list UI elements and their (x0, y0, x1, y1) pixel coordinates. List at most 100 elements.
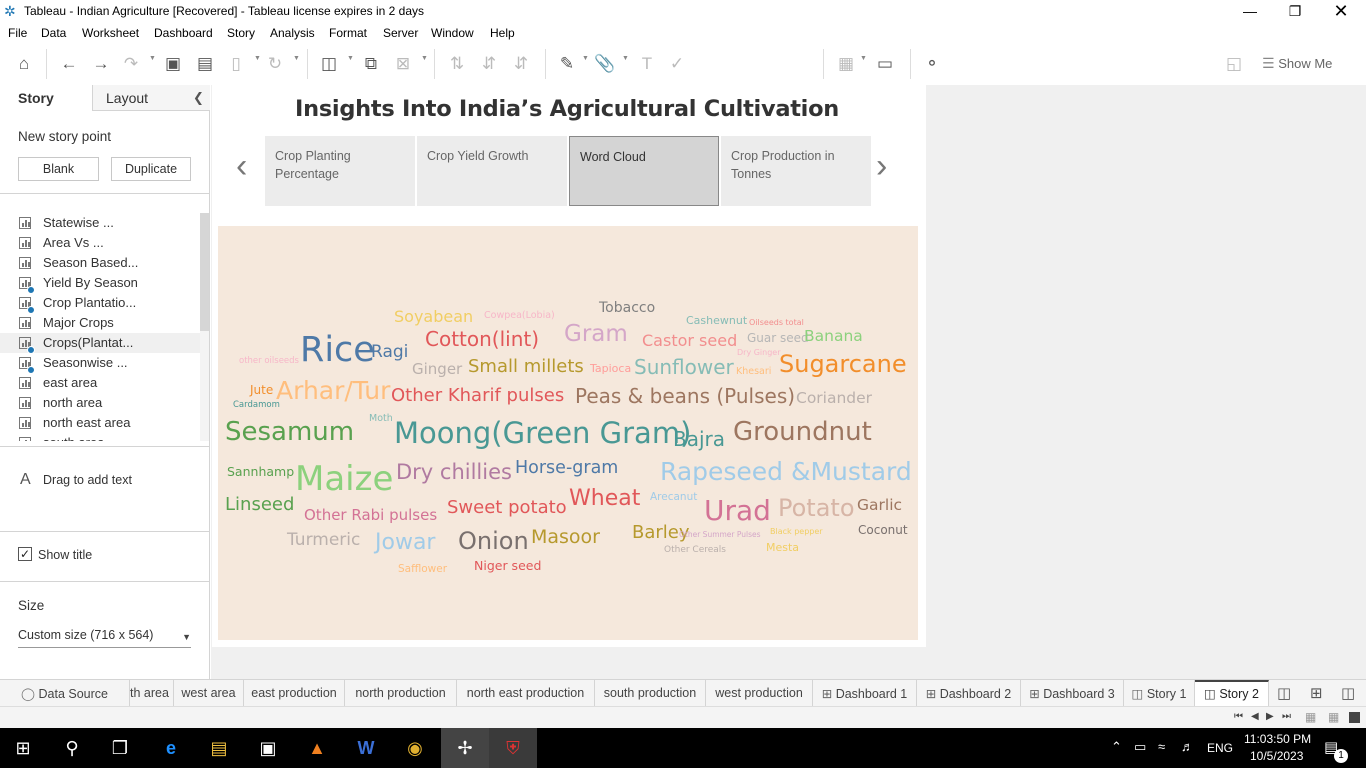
menu-server[interactable]: Server (383, 26, 419, 40)
word-cloud-word[interactable]: Onion (458, 527, 529, 555)
tab-dashboard-2[interactable]: ⊞ Dashboard 2 (917, 680, 1021, 706)
duplicate-sheet-icon[interactable]: ⧉ (364, 54, 378, 73)
format-painter-icon[interactable]: ◱ (1225, 54, 1243, 73)
task-view-icon[interactable]: ❐ (111, 738, 129, 758)
word-cloud-word[interactable]: Coriander (796, 389, 873, 407)
sheet-list-item[interactable]: Seasonwise ... (0, 353, 200, 374)
collapse-pane-icon[interactable]: ❮ (193, 90, 204, 105)
word-cloud-word[interactable]: Garlic (857, 496, 903, 514)
show-filmstrip-icon[interactable]: ▦ (1305, 710, 1317, 724)
store-icon[interactable]: ▣ (259, 738, 277, 758)
menu-dashboard[interactable]: Dashboard (154, 26, 213, 40)
word-cloud-word[interactable]: Other Cereals (664, 545, 726, 555)
redo-icon[interactable]: → (92, 54, 110, 73)
group-icon[interactable]: 📎 (594, 54, 616, 73)
tab-story-2[interactable]: ◫ Story 2 (1195, 680, 1269, 706)
word-cloud-word[interactable]: Bajra (673, 427, 726, 451)
show-cards-icon[interactable]: ▦ (837, 54, 855, 73)
clock-time[interactable]: 11:03:50 PM (1244, 732, 1312, 746)
word-cloud-word[interactable]: Other Kharif pulses (391, 385, 565, 406)
file-explorer-icon[interactable]: ▤ (210, 738, 228, 758)
refresh-icon[interactable]: ↻ (267, 54, 283, 73)
word-cloud-word[interactable]: Sugarcane (779, 350, 907, 378)
word-cloud-word[interactable]: Ragi (371, 342, 409, 362)
sort-ascending-icon[interactable]: ⇵ (481, 54, 497, 73)
menu-window[interactable]: Window (431, 26, 474, 40)
word-cloud-word[interactable]: Other Rabi pulses (304, 506, 438, 524)
battery-icon[interactable]: ▭ (1134, 739, 1147, 754)
story-point-2[interactable]: Crop Yield Growth (417, 136, 567, 206)
word-cloud-word[interactable]: Groundnut (733, 417, 872, 447)
sheet-list-item[interactable]: south area (0, 433, 200, 441)
word-cloud-word[interactable]: Maize (295, 459, 394, 499)
new-data-source-icon[interactable]: ▤ (196, 54, 214, 73)
story-point-1[interactable]: Crop Planting Percentage (265, 136, 415, 206)
menu-story[interactable]: Story (227, 26, 256, 40)
tab-north-production[interactable]: north production (345, 680, 457, 706)
presentation-mode-icon[interactable]: ▭ (876, 54, 894, 73)
word-cloud-word[interactable]: Turmeric (287, 530, 361, 550)
story-point-3[interactable]: Word Cloud (569, 136, 719, 206)
tab-north-east-production[interactable]: north east production (457, 680, 595, 706)
tab-data-source[interactable]: ◯ Data Source (0, 680, 130, 706)
app-taskbar-button[interactable]: ⛨ (489, 728, 537, 768)
minimize-button[interactable]: — (1243, 3, 1257, 19)
show-me-button[interactable]: ☰ Show Me (1262, 55, 1332, 72)
drag-to-add-text[interactable]: Drag to add text (43, 473, 132, 487)
previous-sheet-icon[interactable]: ◀ (1251, 711, 1259, 722)
word-cloud-word[interactable]: Oilseeds total (749, 318, 804, 327)
word-cloud-word[interactable]: Ginger (412, 360, 463, 378)
last-sheet-icon[interactable]: ⏭ (1282, 711, 1291, 722)
word-cloud-word[interactable]: Dry chillies (396, 460, 512, 484)
word-cloud-word[interactable]: Black pepper (770, 527, 823, 536)
tab-story[interactable]: Story (0, 85, 92, 111)
clear-sheet-icon[interactable]: ⊠ (395, 54, 411, 73)
restore-button[interactable]: ❐ (1288, 3, 1302, 19)
word-cloud-word[interactable]: Mesta (766, 541, 800, 554)
word-cloud-word[interactable]: Cotton(lint) (425, 327, 540, 351)
duplicate-button[interactable]: Duplicate (111, 157, 191, 181)
word-cloud-word[interactable]: Sannhamp (227, 464, 295, 479)
show-tabs-icon[interactable] (1349, 712, 1360, 723)
tab-layout[interactable]: Layout ❮ (92, 85, 210, 111)
language-indicator[interactable]: ENG (1207, 741, 1234, 755)
word-cloud-word[interactable]: Linseed (225, 494, 295, 515)
word-cloud-word[interactable]: Cowpea(Lobia) (484, 310, 555, 321)
next-story-point-icon[interactable]: › (876, 147, 888, 185)
word-cloud-word[interactable]: Cardamom (233, 400, 280, 410)
save-icon[interactable]: ▣ (164, 54, 182, 73)
new-story-tab-icon[interactable]: ◫ (1341, 685, 1356, 702)
search-icon[interactable]: ⚲ (65, 738, 79, 758)
show-title-checkbox[interactable]: ✓ (18, 547, 32, 561)
sheet-list-item[interactable]: Statewise ... (0, 213, 200, 233)
sort-descending-icon[interactable]: ⇵ (513, 54, 529, 73)
volume-icon[interactable]: ♬ (1181, 739, 1194, 754)
share-icon[interactable]: ⚬ (924, 54, 940, 73)
word-cloud-word[interactable]: Peas & beans (Pulses) (575, 384, 796, 408)
word-cloud-word[interactable]: Gram (564, 321, 628, 347)
tab-story-1[interactable]: ◫ Story 1 (1124, 680, 1195, 706)
word-cloud-word[interactable]: Masoor (531, 526, 600, 548)
word-cloud-word[interactable]: Cashewnut (686, 314, 748, 327)
new-worksheet-tab-icon[interactable]: ◫ (1277, 685, 1292, 702)
wifi-icon[interactable]: ≈ (1158, 739, 1166, 754)
word-cloud-word[interactable]: other oilseeds (239, 356, 299, 366)
word-cloud-word[interactable]: Horse-gram (515, 458, 619, 478)
clock-date[interactable]: 10/5/2023 (1250, 749, 1304, 763)
tab-dashboard-3[interactable]: ⊞ Dashboard 3 (1021, 680, 1124, 706)
word-cloud-word[interactable]: Barley (632, 522, 690, 543)
edge-icon[interactable]: e (165, 738, 176, 758)
word-cloud-word[interactable]: Wheat (569, 486, 641, 511)
menu-file[interactable]: File (8, 26, 28, 40)
replay-caret-icon[interactable]: ▼ (149, 55, 156, 62)
word-cloud-word[interactable]: Urad (704, 494, 771, 527)
word-cloud-word[interactable]: Soyabean (394, 307, 474, 326)
new-worksheet-icon[interactable]: ◫ (320, 54, 338, 73)
word-cloud-word[interactable]: Jute (250, 383, 274, 397)
word-cloud-word[interactable]: Moth (369, 413, 393, 424)
word-cloud-word[interactable]: Niger seed (474, 558, 542, 573)
replay-icon[interactable]: ↷ (123, 54, 139, 73)
word-cloud-word[interactable]: Small millets (468, 356, 584, 377)
pause-updates-icon[interactable]: ▯ (231, 54, 241, 73)
menu-format[interactable]: Format (329, 26, 368, 40)
